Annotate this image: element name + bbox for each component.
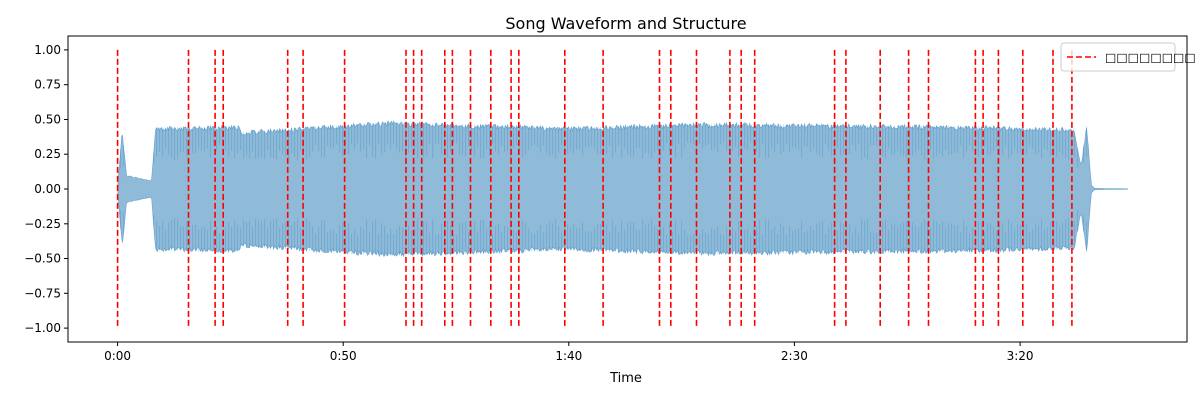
y-tick-label: 0.25: [34, 147, 61, 161]
x-tick-label: 2:30: [781, 349, 808, 363]
legend: □□□□□□□□: [1060, 42, 1196, 72]
y-tick-label: −0.25: [24, 217, 61, 231]
x-axis-label: Time: [609, 371, 642, 386]
x-tick-label: 3:20: [1007, 349, 1034, 363]
legend-frame: [1060, 42, 1176, 72]
y-tick-label: 0.00: [34, 182, 61, 196]
y-tick-label: −0.75: [24, 286, 61, 300]
y-tick-label: 0.50: [34, 113, 61, 127]
x-tick-label: 0:00: [104, 349, 131, 363]
y-tick-label: −0.50: [24, 252, 61, 266]
x-tick-label: 1:40: [555, 349, 582, 363]
chart-title: Song Waveform and Structure: [505, 14, 746, 33]
y-tick-label: 0.75: [34, 78, 61, 92]
x-tick-label: 0:50: [330, 349, 357, 363]
legend-entry-label: □□□□□□□□: [1105, 51, 1196, 65]
axes: 1.00 0.75 0.50 0.25 0.00 −0.25 −0.50 −0.75 −1.00…: [24, 35, 1188, 363]
y-tick-label: −1.00: [24, 321, 61, 335]
y-tick-label: 1.00: [34, 43, 61, 57]
plot-area: [116, 49, 1128, 329]
waveform-area: [117, 120, 1128, 258]
